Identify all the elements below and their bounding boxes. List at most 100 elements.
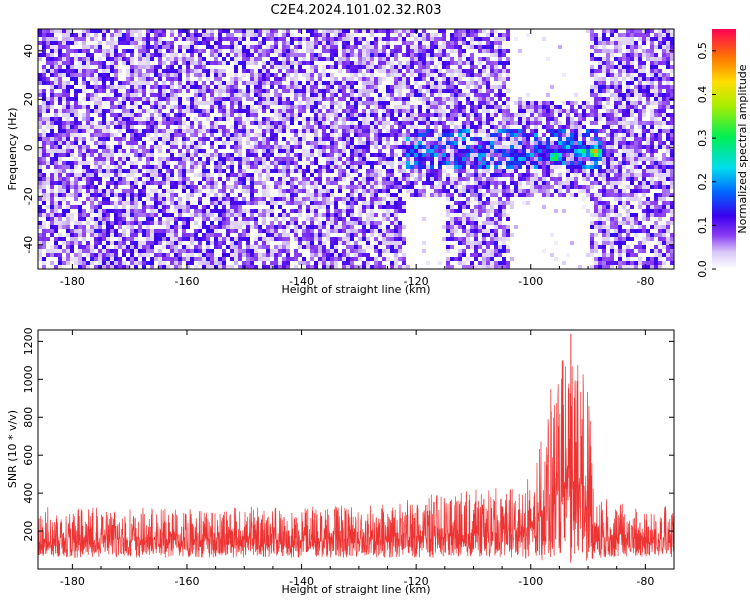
heatmap-cell xyxy=(402,133,406,137)
heatmap-cell xyxy=(58,41,62,45)
heatmap-cell xyxy=(534,105,538,109)
heatmap-cell xyxy=(202,57,206,61)
heatmap-cell xyxy=(318,141,322,145)
heatmap-cell xyxy=(74,93,78,97)
heatmap-cell xyxy=(318,109,322,113)
heatmap-cell xyxy=(450,97,454,101)
heatmap-cell xyxy=(634,89,638,93)
heatmap-cell xyxy=(422,181,426,185)
heatmap-cell xyxy=(66,125,70,129)
heatmap-cell xyxy=(518,141,522,145)
heatmap-cell xyxy=(646,97,650,101)
heatmap-cell xyxy=(410,157,414,161)
heatmap-cell xyxy=(382,69,386,73)
heatmap-cell xyxy=(222,85,226,89)
heatmap-cell xyxy=(350,101,354,105)
heatmap-cell xyxy=(402,141,406,145)
heatmap-cell xyxy=(74,105,78,109)
heatmap-cell xyxy=(282,37,286,41)
heatmap-cell xyxy=(330,201,334,205)
heatmap-cell xyxy=(234,73,238,77)
heatmap-cell xyxy=(650,69,654,73)
heatmap-cell xyxy=(290,81,294,85)
heatmap-cell xyxy=(198,109,202,113)
heatmap-cell xyxy=(138,105,142,109)
heatmap-cell xyxy=(178,113,182,117)
heatmap-cell xyxy=(266,121,270,125)
heatmap-cell xyxy=(194,85,198,89)
heatmap-cell xyxy=(294,189,298,193)
heatmap-cell xyxy=(114,105,118,109)
heatmap-cell xyxy=(146,41,150,45)
heatmap-cell xyxy=(574,169,578,173)
heatmap-cell xyxy=(478,177,482,181)
heatmap-cell xyxy=(158,137,162,141)
heatmap-cell xyxy=(74,49,78,53)
heatmap-cell xyxy=(66,89,70,93)
heatmap-cell xyxy=(598,197,602,201)
heatmap-cell xyxy=(650,113,654,117)
heatmap-cell xyxy=(414,57,418,61)
heatmap-cell xyxy=(566,137,570,141)
heatmap-cell xyxy=(634,165,638,169)
heatmap-cell xyxy=(366,149,370,153)
heatmap-cell xyxy=(42,37,46,41)
heatmap-cell xyxy=(158,193,162,197)
heatmap-cell xyxy=(462,137,466,141)
heatmap-cell xyxy=(610,41,614,45)
heatmap-cell xyxy=(430,137,434,141)
heatmap-cell xyxy=(186,65,190,69)
heatmap-cell xyxy=(146,149,150,153)
heatmap-cell xyxy=(382,29,386,33)
heatmap-cell xyxy=(86,33,90,37)
heatmap-cell xyxy=(258,69,262,73)
heatmap-cell xyxy=(646,57,650,61)
heatmap-cell xyxy=(230,153,234,157)
heatmap-cell xyxy=(186,197,190,201)
heatmap-cell xyxy=(566,121,570,125)
heatmap-cell xyxy=(646,49,650,53)
heatmap-cell xyxy=(242,133,246,137)
heatmap-cell xyxy=(166,41,170,45)
heatmap-cell xyxy=(62,69,66,73)
heatmap-cell xyxy=(166,93,170,97)
heatmap-cell xyxy=(662,33,666,37)
heatmap-cell xyxy=(102,161,106,165)
heatmap-cell xyxy=(418,113,422,117)
heatmap-cell xyxy=(382,37,386,41)
heatmap-cell xyxy=(322,81,326,85)
heatmap-cell xyxy=(634,141,638,145)
heatmap-cell xyxy=(638,133,642,137)
heatmap-cell xyxy=(542,185,546,189)
heatmap-cell xyxy=(362,101,366,105)
heatmap-cell xyxy=(666,145,670,149)
heatmap-cell xyxy=(438,181,442,185)
heatmap-cell xyxy=(86,153,90,157)
heatmap-cell xyxy=(250,57,254,61)
heatmap-cell xyxy=(298,153,302,157)
heatmap-cell xyxy=(302,85,306,89)
heatmap-cell xyxy=(394,77,398,81)
heatmap-cell xyxy=(314,185,318,189)
heatmap-cell xyxy=(466,129,470,133)
heatmap-cell xyxy=(194,105,198,109)
heatmap-cell xyxy=(218,29,222,33)
heatmap-cell xyxy=(402,125,406,129)
heatmap-cell xyxy=(94,37,98,41)
heatmap-cell xyxy=(610,65,614,69)
heatmap-cell xyxy=(498,53,502,57)
heatmap-cell xyxy=(322,153,326,157)
heatmap-cell xyxy=(378,29,382,33)
heatmap-cell xyxy=(138,145,142,149)
heatmap-cell xyxy=(482,121,486,125)
heatmap-cell xyxy=(614,37,618,41)
heatmap-cell xyxy=(114,53,118,57)
heatmap-cell xyxy=(106,129,110,133)
heatmap-cell xyxy=(574,129,578,133)
heatmap-cell xyxy=(122,157,126,161)
heatmap-cell xyxy=(670,41,674,45)
heatmap-cell xyxy=(374,197,378,201)
heatmap-cell xyxy=(342,57,346,61)
heatmap-cell xyxy=(474,157,478,161)
heatmap-cell xyxy=(474,193,478,197)
